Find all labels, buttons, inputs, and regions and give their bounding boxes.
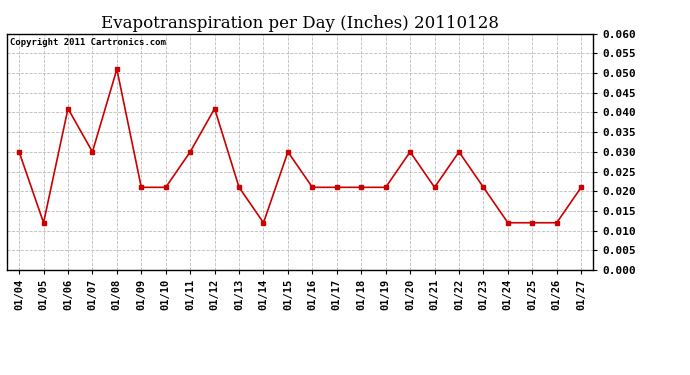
- Title: Evapotranspiration per Day (Inches) 20110128: Evapotranspiration per Day (Inches) 2011…: [101, 15, 499, 32]
- Text: Copyright 2011 Cartronics.com: Copyright 2011 Cartronics.com: [10, 39, 166, 48]
